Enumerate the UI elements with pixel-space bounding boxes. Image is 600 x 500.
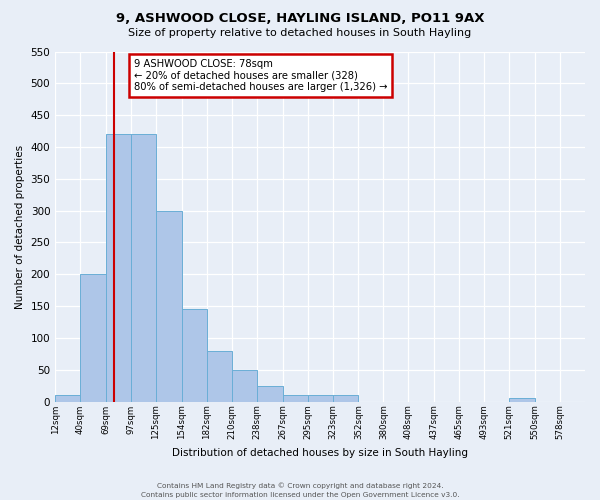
Bar [182,309,207,402]
Bar [106,134,131,402]
Text: Size of property relative to detached houses in South Hayling: Size of property relative to detached ho… [128,28,472,38]
Text: 9 ASHWOOD CLOSE: 78sqm
← 20% of detached houses are smaller (328)
80% of semi-de: 9 ASHWOOD CLOSE: 78sqm ← 20% of detached… [134,59,387,92]
Bar [55,395,80,402]
Text: 9, ASHWOOD CLOSE, HAYLING ISLAND, PO11 9AX: 9, ASHWOOD CLOSE, HAYLING ISLAND, PO11 9… [116,12,484,26]
Bar [257,386,283,402]
Bar [131,134,156,402]
Bar [80,274,106,402]
Bar [308,395,332,402]
Bar [232,370,257,402]
Text: Contains HM Land Registry data © Crown copyright and database right 2024.: Contains HM Land Registry data © Crown c… [157,482,443,489]
Y-axis label: Number of detached properties: Number of detached properties [15,144,25,308]
Text: Contains public sector information licensed under the Open Government Licence v3: Contains public sector information licen… [140,492,460,498]
Bar [156,210,182,402]
Bar [207,350,232,402]
Bar [332,395,358,402]
Bar [283,395,308,402]
Bar [509,398,535,402]
X-axis label: Distribution of detached houses by size in South Hayling: Distribution of detached houses by size … [172,448,468,458]
